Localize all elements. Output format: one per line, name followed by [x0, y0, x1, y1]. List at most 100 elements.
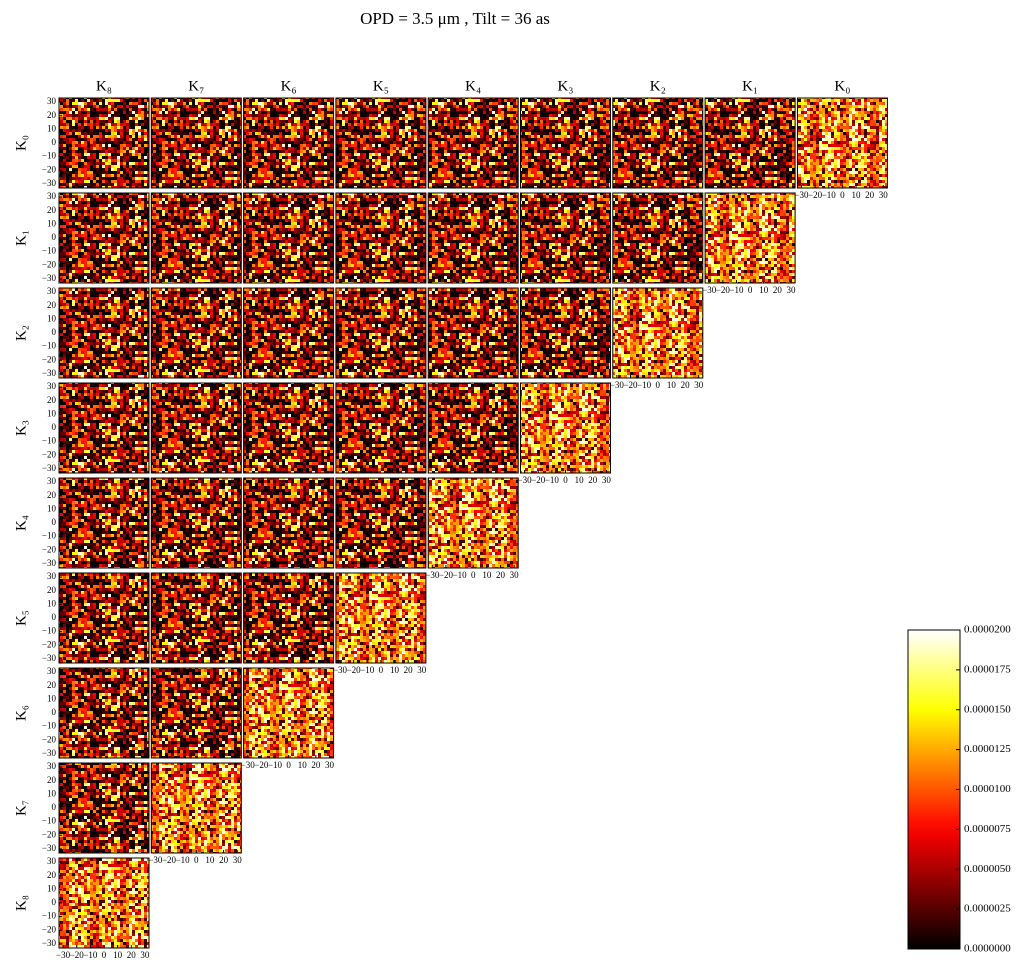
heatmap-panel [150, 192, 242, 284]
row-label: K₃ [13, 420, 29, 436]
row-label: K₄ [13, 515, 29, 531]
x-tick-label: 30 [510, 570, 520, 580]
x-tick-label: −20 [347, 665, 362, 675]
heatmap-panel [612, 287, 704, 379]
y-tick-label: −10 [42, 436, 57, 446]
heatmap-panel [150, 287, 242, 379]
x-tick-label: 30 [787, 285, 797, 295]
y-tick-label: 30 [47, 666, 57, 676]
y-tick-label: 0 [52, 327, 57, 337]
x-tick-label: 30 [233, 855, 243, 865]
y-tick-label: 10 [47, 883, 57, 893]
x-tick-label: −10 [268, 760, 283, 770]
column-label: K₇ [188, 78, 204, 94]
x-tick-label: 10 [852, 190, 862, 200]
x-tick-label: −20 [254, 760, 269, 770]
x-tick-label: −10 [729, 285, 744, 295]
x-tick-label: 20 [773, 285, 783, 295]
heatmap-panel [427, 287, 519, 379]
heatmap-panel [150, 667, 242, 759]
heatmap-panel [58, 477, 150, 569]
y-tick-label: 10 [47, 693, 57, 703]
column-label: K₅ [373, 78, 389, 94]
y-tick-label: 30 [47, 286, 57, 296]
y-tick-label: 20 [47, 110, 57, 120]
y-tick-label: −20 [42, 829, 57, 839]
y-tick-label: 20 [47, 775, 57, 785]
heatmap-panel [520, 287, 611, 379]
heatmap-panel [58, 572, 150, 664]
heatmap-panel [243, 477, 335, 569]
y-tick-label: 0 [52, 232, 57, 242]
x-tick-label: −20 [531, 475, 546, 485]
heatmap-panel [335, 192, 427, 284]
y-tick-label: 0 [52, 137, 57, 147]
colorbar-tick-label: 0.0000200 [964, 624, 1011, 636]
x-tick-label: −30 [148, 855, 163, 865]
heatmap-panel [150, 382, 242, 474]
row-label: K₁ [13, 230, 29, 246]
y-tick-label: 10 [47, 408, 57, 418]
x-tick-label: −30 [702, 285, 717, 295]
y-tick-label: −30 [42, 843, 57, 853]
y-tick-label: 10 [47, 218, 57, 228]
y-tick-label: −30 [42, 463, 57, 473]
column-label: K₀ [834, 78, 850, 94]
heatmap-panel [150, 572, 242, 664]
x-tick-label: −10 [83, 950, 98, 960]
x-tick-label: 20 [219, 855, 229, 865]
x-tick-label: 10 [759, 285, 769, 295]
heatmap-panel [58, 382, 150, 474]
x-tick-label: 10 [298, 760, 308, 770]
row-label: K₈ [13, 895, 29, 911]
x-tick-label: 30 [417, 665, 427, 675]
y-tick-label: −30 [42, 653, 57, 663]
y-tick-label: 30 [47, 476, 57, 486]
y-tick-label: 20 [47, 490, 57, 500]
heatmap-panel [150, 762, 242, 854]
row-label: K₅ [13, 610, 29, 626]
heatmap-panel [520, 97, 611, 189]
y-tick-label: 20 [47, 680, 57, 690]
x-tick-label: 0 [840, 190, 845, 200]
figure-title: OPD = 3.5 μm , Tilt = 36 as [360, 9, 550, 28]
y-tick-label: −30 [42, 368, 57, 378]
heatmap-panel [335, 97, 427, 189]
y-tick-label: −30 [42, 273, 57, 283]
y-tick-label: −10 [42, 151, 57, 161]
x-tick-label: −30 [333, 665, 348, 675]
y-tick-label: 20 [47, 870, 57, 880]
y-tick-label: −20 [42, 544, 57, 554]
column-label: K₃ [557, 78, 573, 94]
heatmap-panel [58, 97, 150, 189]
x-tick-label: 20 [127, 950, 137, 960]
x-tick-label: 0 [471, 570, 476, 580]
x-tick-label: −20 [623, 380, 638, 390]
y-tick-label: 30 [47, 381, 57, 391]
x-tick-label: 0 [379, 665, 384, 675]
heatmap-panel [427, 382, 519, 474]
x-tick-label: 20 [681, 380, 691, 390]
colorbar-tick-label: 0.0000025 [964, 903, 1011, 915]
x-tick-label: −10 [360, 665, 375, 675]
x-tick-label: −20 [439, 570, 454, 580]
row-label: K₆ [13, 705, 29, 721]
y-tick-label: −30 [42, 178, 57, 188]
colorbar-tick-label: 0.0000175 [964, 663, 1011, 675]
x-tick-label: 20 [496, 570, 506, 580]
x-tick-label: 20 [865, 190, 875, 200]
heatmap-panel [520, 382, 611, 474]
x-tick-label: 0 [656, 380, 661, 390]
y-tick-label: −20 [42, 734, 57, 744]
y-tick-label: 10 [47, 503, 57, 513]
heatmap-panel [520, 192, 611, 284]
heatmap-panel [58, 192, 150, 284]
heatmap-panel [243, 97, 335, 189]
heatmap-panel [612, 97, 704, 189]
y-tick-label: −10 [42, 246, 57, 256]
x-tick-label: −10 [453, 570, 468, 580]
x-tick-label: 10 [482, 570, 492, 580]
column-label: K₈ [96, 78, 112, 94]
y-tick-label: −20 [42, 164, 57, 174]
x-tick-label: 30 [325, 760, 335, 770]
